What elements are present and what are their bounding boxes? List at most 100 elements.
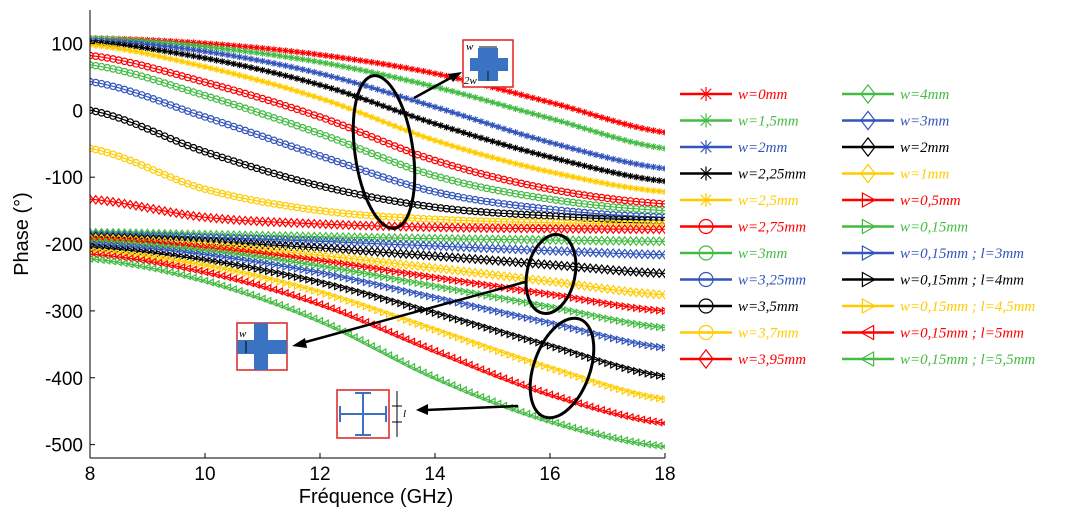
data-point xyxy=(649,288,658,300)
data-point xyxy=(90,232,94,244)
data-point xyxy=(448,205,457,214)
data-point xyxy=(403,127,410,134)
data-point xyxy=(276,251,285,260)
data-point xyxy=(603,210,612,219)
data-point xyxy=(449,88,456,95)
data-point xyxy=(470,390,479,399)
data-point xyxy=(592,178,600,185)
data-point xyxy=(121,46,128,53)
data-point xyxy=(408,317,417,327)
data-point xyxy=(512,160,519,167)
data-point xyxy=(293,217,301,229)
data-point xyxy=(339,231,347,243)
data-point xyxy=(419,261,428,272)
data-point xyxy=(477,303,486,312)
data-point xyxy=(627,159,634,167)
data-point xyxy=(173,49,180,57)
data-point xyxy=(155,53,163,60)
data-point xyxy=(581,176,588,183)
data-point xyxy=(224,253,233,262)
y-tick-label: -500 xyxy=(45,436,83,457)
data-point xyxy=(247,48,255,56)
data-point xyxy=(293,55,301,62)
data-point xyxy=(161,245,170,255)
data-point xyxy=(166,231,175,242)
data-point xyxy=(196,260,204,269)
data-point xyxy=(316,236,324,247)
data-point xyxy=(362,58,370,65)
data-point xyxy=(541,289,549,298)
data-point xyxy=(437,71,444,78)
data-point xyxy=(247,238,255,249)
data-point xyxy=(258,294,266,303)
data-point xyxy=(275,300,283,310)
data-point xyxy=(546,363,555,372)
data-point xyxy=(298,248,307,259)
data-point xyxy=(649,440,657,450)
data-point xyxy=(397,63,404,71)
data-point xyxy=(276,61,283,68)
data-point xyxy=(615,248,623,259)
data-point xyxy=(217,281,226,290)
data-point xyxy=(431,103,439,111)
data-point xyxy=(196,42,203,50)
data-point xyxy=(603,432,611,441)
data-point xyxy=(247,256,256,266)
data-point xyxy=(661,372,665,381)
data-point xyxy=(160,205,169,217)
data-point xyxy=(327,208,336,216)
data-point xyxy=(633,389,641,398)
data-point xyxy=(350,220,359,231)
data-point xyxy=(603,283,612,295)
data-point xyxy=(178,41,186,48)
data-point xyxy=(408,96,416,104)
data-point xyxy=(426,323,434,332)
data-point xyxy=(506,88,513,95)
data-point xyxy=(385,232,393,244)
data-point xyxy=(518,107,525,114)
data-point xyxy=(586,235,595,246)
data-point xyxy=(311,50,318,58)
data-point xyxy=(631,438,640,447)
data-point xyxy=(443,140,450,148)
data-point xyxy=(644,175,651,183)
data-point xyxy=(265,249,273,259)
data-point xyxy=(309,298,318,307)
data-point xyxy=(333,208,342,217)
data-point xyxy=(402,248,411,260)
data-point xyxy=(390,353,398,363)
data-point xyxy=(236,42,243,50)
data-point xyxy=(396,232,405,244)
data-point xyxy=(293,241,301,252)
data-point xyxy=(380,102,387,110)
data-point xyxy=(253,56,260,64)
data-point xyxy=(397,299,405,308)
data-point xyxy=(282,278,290,288)
data-point xyxy=(344,310,352,320)
data-point xyxy=(355,315,364,324)
data-point xyxy=(523,234,531,245)
data-point xyxy=(551,260,560,271)
data-point xyxy=(545,417,554,426)
data-point xyxy=(98,42,105,50)
data-point xyxy=(408,269,417,279)
data-point xyxy=(316,268,325,278)
data-point xyxy=(569,145,577,152)
data-point xyxy=(305,260,313,269)
data-point xyxy=(288,263,296,272)
data-point xyxy=(311,286,319,295)
data-point xyxy=(391,267,400,276)
x-tick-label: 18 xyxy=(654,464,675,485)
data-point xyxy=(610,315,618,324)
data-point xyxy=(420,290,428,300)
data-point xyxy=(546,115,554,122)
data-point xyxy=(528,211,537,219)
data-point xyxy=(362,289,371,298)
data-point xyxy=(177,270,186,280)
data-point xyxy=(413,233,422,244)
data-point xyxy=(632,266,641,278)
data-point xyxy=(150,41,157,49)
data-point xyxy=(598,357,607,366)
data-point xyxy=(597,210,606,218)
data-point xyxy=(351,298,359,307)
